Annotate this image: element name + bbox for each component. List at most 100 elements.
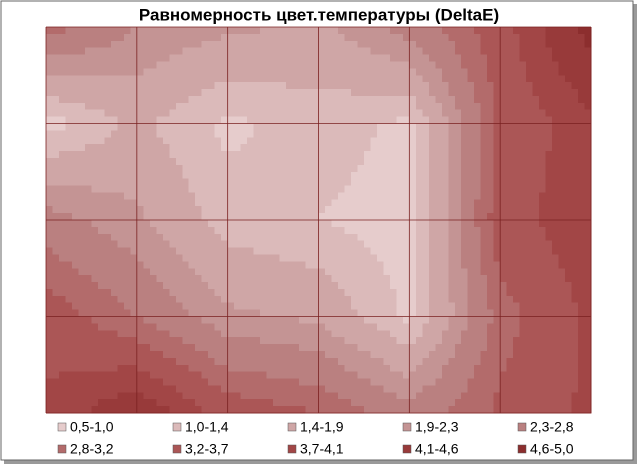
contour-cell [221,213,229,221]
contour-cell [208,54,216,63]
contour-cell [46,240,54,249]
contour-cell [487,206,495,214]
contour-cell [500,130,508,138]
contour-cell [545,288,553,297]
contour-cell [344,254,352,262]
contour-cell [370,151,378,159]
contour-cell [441,282,449,290]
contour-cell [409,89,417,97]
contour-cell [493,282,501,290]
contour-cell [182,364,190,373]
contour-cell [149,275,157,283]
contour-cell [97,130,105,138]
contour-cell [402,406,410,414]
contour-cell [234,47,242,56]
contour-cell [571,254,579,262]
contour-cell [292,47,300,56]
contour-cell [383,33,391,42]
contour-cell [143,89,151,97]
contour-cell [539,116,547,125]
contour-cell [110,316,118,324]
contour-cell [422,130,430,138]
contour-cell [84,330,93,338]
contour-cell [117,309,125,318]
contour-cell [84,40,93,49]
contour-cell [78,109,86,118]
contour-cell [506,27,514,35]
contour-cell [136,220,144,228]
contour-cell [584,316,592,324]
contour-cell [318,171,326,180]
contour-cell [383,54,391,63]
contour-cell [58,151,67,159]
contour-cell [182,357,190,366]
contour-cell [318,47,326,56]
contour-cell [201,27,209,35]
contour-cell [506,102,514,111]
contour-cell [97,171,105,180]
contour-cell [493,392,501,400]
contour-cell [357,206,365,214]
contour-cell [376,247,384,256]
contour-cell [312,116,320,125]
contour-cell [188,171,196,180]
contour-cell [545,254,553,262]
contour-cell [247,364,255,373]
contour-cell [260,295,268,304]
contour-cell [52,40,60,49]
contour-cell [305,399,313,407]
contour-cell [169,254,177,262]
contour-cell [402,213,410,221]
contour-cell [448,357,456,366]
contour-cell [299,254,307,262]
contour-cell [337,233,346,242]
contour-cell [188,247,196,256]
contour-cell [461,302,469,311]
contour-cell [396,206,404,214]
contour-cell [156,302,164,311]
contour-cell [299,54,307,63]
contour-cell [91,350,99,359]
contour-cell [461,68,469,76]
contour-cell [247,275,255,283]
contour-cell [273,185,281,194]
contour-cell [513,164,521,173]
contour-cell [266,144,274,152]
contour-cell [273,192,281,200]
contour-cell [493,295,501,304]
contour-cell [552,344,560,352]
contour-cell [78,61,86,69]
contour-cell [279,61,287,69]
contour-cell [532,220,540,228]
contour-cell [123,406,131,414]
contour-cell [428,233,436,242]
contour-cell [480,61,488,69]
contour-cell [565,371,573,380]
contour-cell [389,309,397,318]
contour-cell [97,185,105,194]
contour-cell [143,261,151,269]
contour-cell [130,102,138,111]
contour-cell [467,309,475,318]
contour-cell [552,302,560,311]
contour-cell [350,406,359,414]
contour-cell [454,116,462,125]
contour-cell [234,344,242,352]
contour-cell [188,357,196,366]
contour-cell [396,199,404,207]
contour-cell [415,220,423,228]
contour-cell [402,316,410,324]
contour-cell [571,95,579,104]
contour-cell [214,288,222,297]
contour-cell [78,157,86,166]
contour-cell [162,399,170,407]
contour-cell [286,240,294,249]
contour-cell [299,316,307,324]
contour-cell [227,185,235,194]
contour-cell [143,350,151,359]
contour-cell [331,344,339,352]
contour-cell [487,199,495,207]
contour-cell [376,275,384,283]
contour-cell [195,378,203,387]
contour-cell [480,157,488,166]
